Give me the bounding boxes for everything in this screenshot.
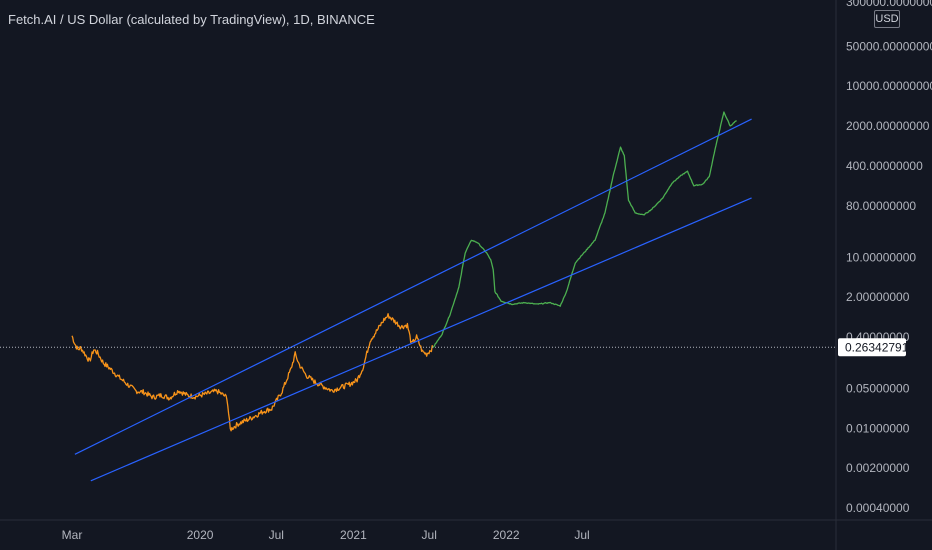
currency-button[interactable]: USD — [874, 10, 900, 28]
price-axis-tick: 0.00200000 — [846, 461, 910, 475]
projection-series-line — [432, 111, 737, 348]
price-axis-tick: 0.01000000 — [846, 421, 910, 435]
lower-trendline — [90, 197, 752, 482]
time-axis[interactable]: Mar 2020 Jul 2021 Jul 2022 Jul — [62, 528, 590, 542]
price-axis-tick: 2000.00000000 — [846, 119, 930, 133]
price-axis-tick: 0.00040000 — [846, 501, 910, 515]
price-axis-tick: 400.00000000 — [846, 159, 923, 173]
time-axis-tick: 2021 — [340, 528, 367, 542]
upper-trendline — [74, 118, 752, 455]
time-axis-tick: 2022 — [493, 528, 520, 542]
price-axis-tick: 0.05000000 — [846, 381, 910, 395]
time-axis-tick: Jul — [269, 528, 284, 542]
chart-title: Fetch.AI / US Dollar (calculated by Trad… — [8, 12, 375, 27]
current-price-label: 0.26342791 — [838, 338, 909, 357]
time-axis-tick: 2020 — [187, 528, 214, 542]
price-axis-tick: 300000.00000000 — [846, 0, 932, 9]
series-layer — [71, 111, 752, 482]
price-axis-tick: 10.00000000 — [846, 250, 916, 264]
time-axis-tick: Jul — [574, 528, 589, 542]
price-axis-tick: 10000.00000000 — [846, 79, 932, 93]
price-axis-tick: 2.00000000 — [846, 290, 910, 304]
price-axis-tick: 80.00000000 — [846, 199, 916, 213]
time-axis-tick: Mar — [62, 528, 83, 542]
time-axis-tick: Jul — [422, 528, 437, 542]
current-price-value: 0.26342791 — [845, 340, 909, 354]
price-series-line — [71, 313, 434, 432]
price-axis[interactable]: 300000.00000000 50000.00000000 10000.00000… — [846, 0, 932, 515]
price-axis-tick: 50000.00000000 — [846, 39, 932, 53]
